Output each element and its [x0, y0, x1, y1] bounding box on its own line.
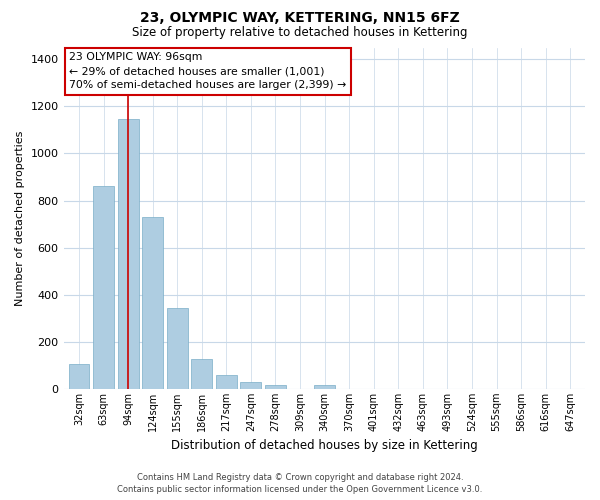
Bar [118, 118, 139, 389]
Text: Size of property relative to detached houses in Kettering: Size of property relative to detached ho… [132, 26, 468, 39]
Bar [191, 359, 212, 389]
X-axis label: Distribution of detached houses by size in Kettering: Distribution of detached houses by size … [171, 440, 478, 452]
Bar [314, 386, 335, 389]
Bar [265, 384, 286, 389]
Bar [216, 375, 237, 389]
Bar [93, 186, 114, 389]
Bar [68, 364, 89, 389]
Bar [167, 308, 188, 389]
Bar [241, 382, 262, 389]
Text: Contains HM Land Registry data © Crown copyright and database right 2024.
Contai: Contains HM Land Registry data © Crown c… [118, 472, 482, 494]
Bar [142, 217, 163, 389]
Text: 23, OLYMPIC WAY, KETTERING, NN15 6FZ: 23, OLYMPIC WAY, KETTERING, NN15 6FZ [140, 11, 460, 25]
Text: 23 OLYMPIC WAY: 96sqm
← 29% of detached houses are smaller (1,001)
70% of semi-d: 23 OLYMPIC WAY: 96sqm ← 29% of detached … [69, 52, 346, 90]
Y-axis label: Number of detached properties: Number of detached properties [15, 130, 25, 306]
